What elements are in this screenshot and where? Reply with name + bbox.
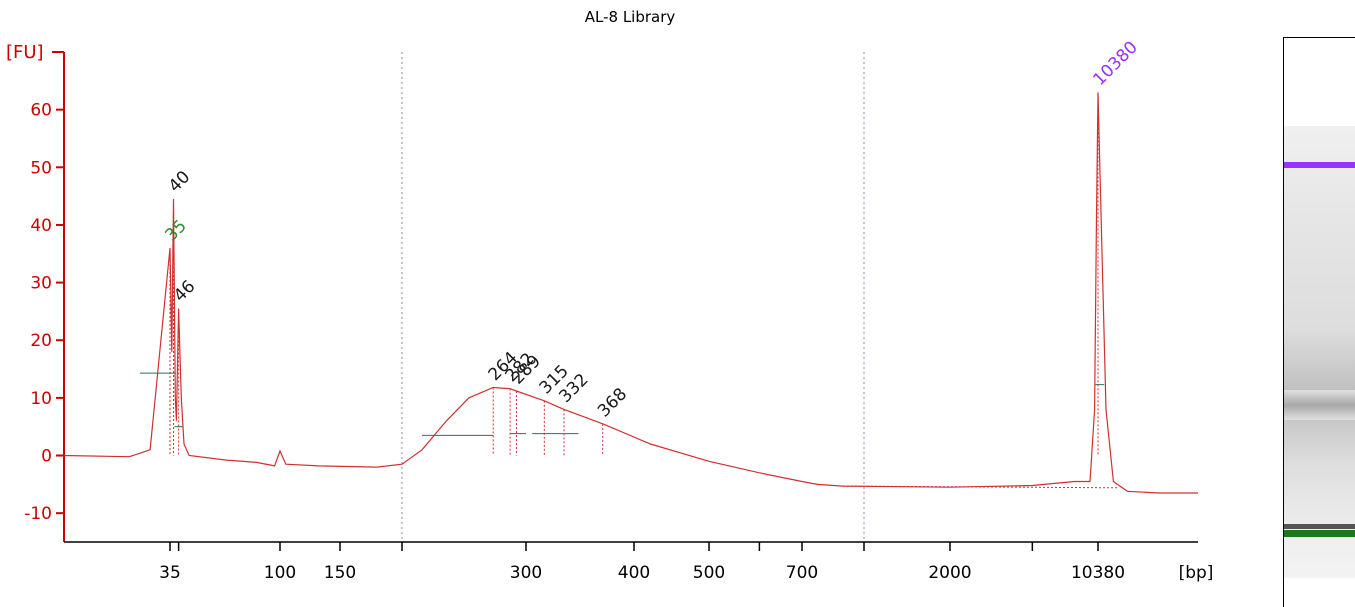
- y-tick-label: -10: [24, 504, 52, 524]
- y-tick-label: 10: [30, 389, 52, 409]
- y-tick-label: 0: [41, 447, 52, 467]
- x-tick-label: 100: [264, 563, 296, 583]
- gel-image-lane: [1283, 37, 1355, 607]
- lower-marker-band: [1284, 530, 1355, 537]
- y-axis-label: [FU]: [6, 42, 44, 63]
- upper-marker-band: [1284, 162, 1355, 168]
- peak-label: 40: [165, 167, 194, 196]
- peak-label: 10380: [1089, 37, 1141, 89]
- x-tick-label: 2000: [928, 563, 971, 583]
- y-tick-label: 20: [30, 331, 52, 351]
- x-tick-label: 150: [324, 563, 356, 583]
- x-tick-label: 35: [159, 563, 181, 583]
- x-axis-label: [bp]: [1179, 563, 1214, 583]
- y-tick-label: 60: [30, 101, 52, 121]
- peak-label: 35: [161, 216, 190, 245]
- dimer-band: [1284, 524, 1355, 529]
- y-tick-label: 50: [30, 158, 52, 178]
- library-band: [1284, 390, 1355, 420]
- chart-title: AL-8 Library: [584, 8, 676, 26]
- x-tick-label: 700: [786, 563, 818, 583]
- x-tick-label: 10380: [1071, 563, 1125, 583]
- x-tick-label: 500: [693, 563, 725, 583]
- peak-label: 368: [594, 384, 631, 421]
- y-tick-label: 40: [30, 216, 52, 236]
- y-tick-label: 30: [30, 274, 52, 294]
- trace-line: [63, 92, 1198, 494]
- electropherogram-chart: [FU] -10 0 10 20 30 40 50 60 35 100 150 300 400 500 700…: [6, 37, 1214, 583]
- baseline-dotted: [843, 485, 1119, 489]
- gel-lane-smear: [1284, 126, 1355, 578]
- x-tick-label: 400: [618, 563, 650, 583]
- x-tick-label: 300: [510, 563, 542, 583]
